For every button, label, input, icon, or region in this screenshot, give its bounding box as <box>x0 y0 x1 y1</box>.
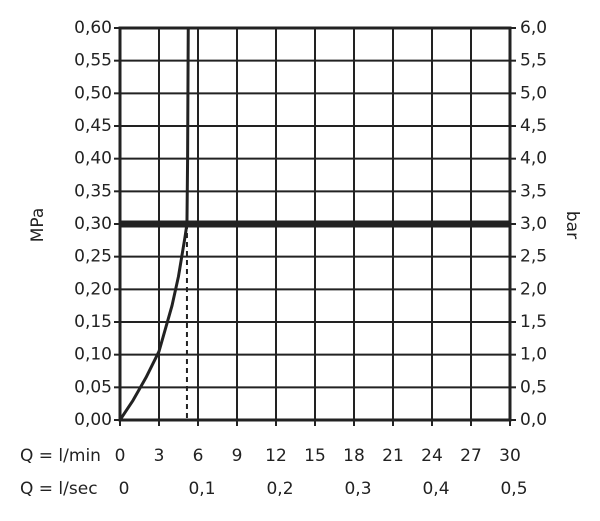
x-tick-label: 30 <box>499 446 521 466</box>
data-line <box>118 27 190 421</box>
x-tick-label: 3 <box>154 446 165 466</box>
y-tick-label: 0,25 <box>74 247 112 267</box>
y-tick-label: 0,45 <box>74 116 112 136</box>
x2-tick-label: 0,2 <box>266 479 293 499</box>
y2-tick-label: 5,0 <box>520 83 547 103</box>
y2-tick-label: 6,0 <box>520 18 547 38</box>
x-tick-label: 18 <box>343 446 365 466</box>
y-tick-label: 0,60 <box>74 18 112 38</box>
y-tick-label: 0,50 <box>74 83 112 103</box>
x-tick-label: 21 <box>382 446 404 466</box>
y2-tick-label: 1,5 <box>520 312 547 332</box>
y2-tick-label: 0,5 <box>520 377 547 397</box>
y2-tick-label: 3,5 <box>520 181 547 201</box>
x2-tick-label: 0,5 <box>500 479 527 499</box>
x2-tick-label: 0 <box>119 479 130 499</box>
y2-tick-label: 4,0 <box>520 149 547 169</box>
y-tick-label: 0,40 <box>74 149 112 169</box>
y-tick-label: 0,55 <box>74 51 112 71</box>
y2-tick-label: 0,0 <box>520 410 547 430</box>
x-tick-label: 27 <box>460 446 482 466</box>
y2-tick-label: 2,5 <box>520 247 547 267</box>
y2-tick-label: 3,0 <box>520 214 547 234</box>
x-tick-label: 15 <box>304 446 326 466</box>
x-tick-label: 12 <box>265 446 287 466</box>
y2-axis-label: bar <box>562 211 582 239</box>
x2-tick-label: 0,1 <box>188 479 215 499</box>
y2-tick-label: 4,5 <box>520 116 547 136</box>
x2-axis-label: Q = l/sec <box>20 479 98 499</box>
x2-tick-label: 0,3 <box>344 479 371 499</box>
x-tick-label: 24 <box>421 446 443 466</box>
y2-tick-label: 1,0 <box>520 345 547 365</box>
y-tick-label: 0,00 <box>74 410 112 430</box>
x-tick-label: 9 <box>232 446 243 466</box>
y-tick-label: 0,30 <box>74 214 112 234</box>
y-axis-label: MPa <box>28 208 48 243</box>
x2-tick-label: 0,4 <box>422 479 449 499</box>
y-tick-label: 0,10 <box>74 345 112 365</box>
x-tick-label: 6 <box>193 446 204 466</box>
y-tick-label: 0,35 <box>74 181 112 201</box>
y2-tick-label: 2,0 <box>520 279 547 299</box>
y-tick-label: 0,15 <box>74 312 112 332</box>
x-axis-label: Q = l/min <box>20 446 101 466</box>
x-tick-label: 0 <box>115 446 126 466</box>
y-tick-label: 0,05 <box>74 377 112 397</box>
y2-tick-label: 5,5 <box>520 51 547 71</box>
y-tick-label: 0,20 <box>74 279 112 299</box>
